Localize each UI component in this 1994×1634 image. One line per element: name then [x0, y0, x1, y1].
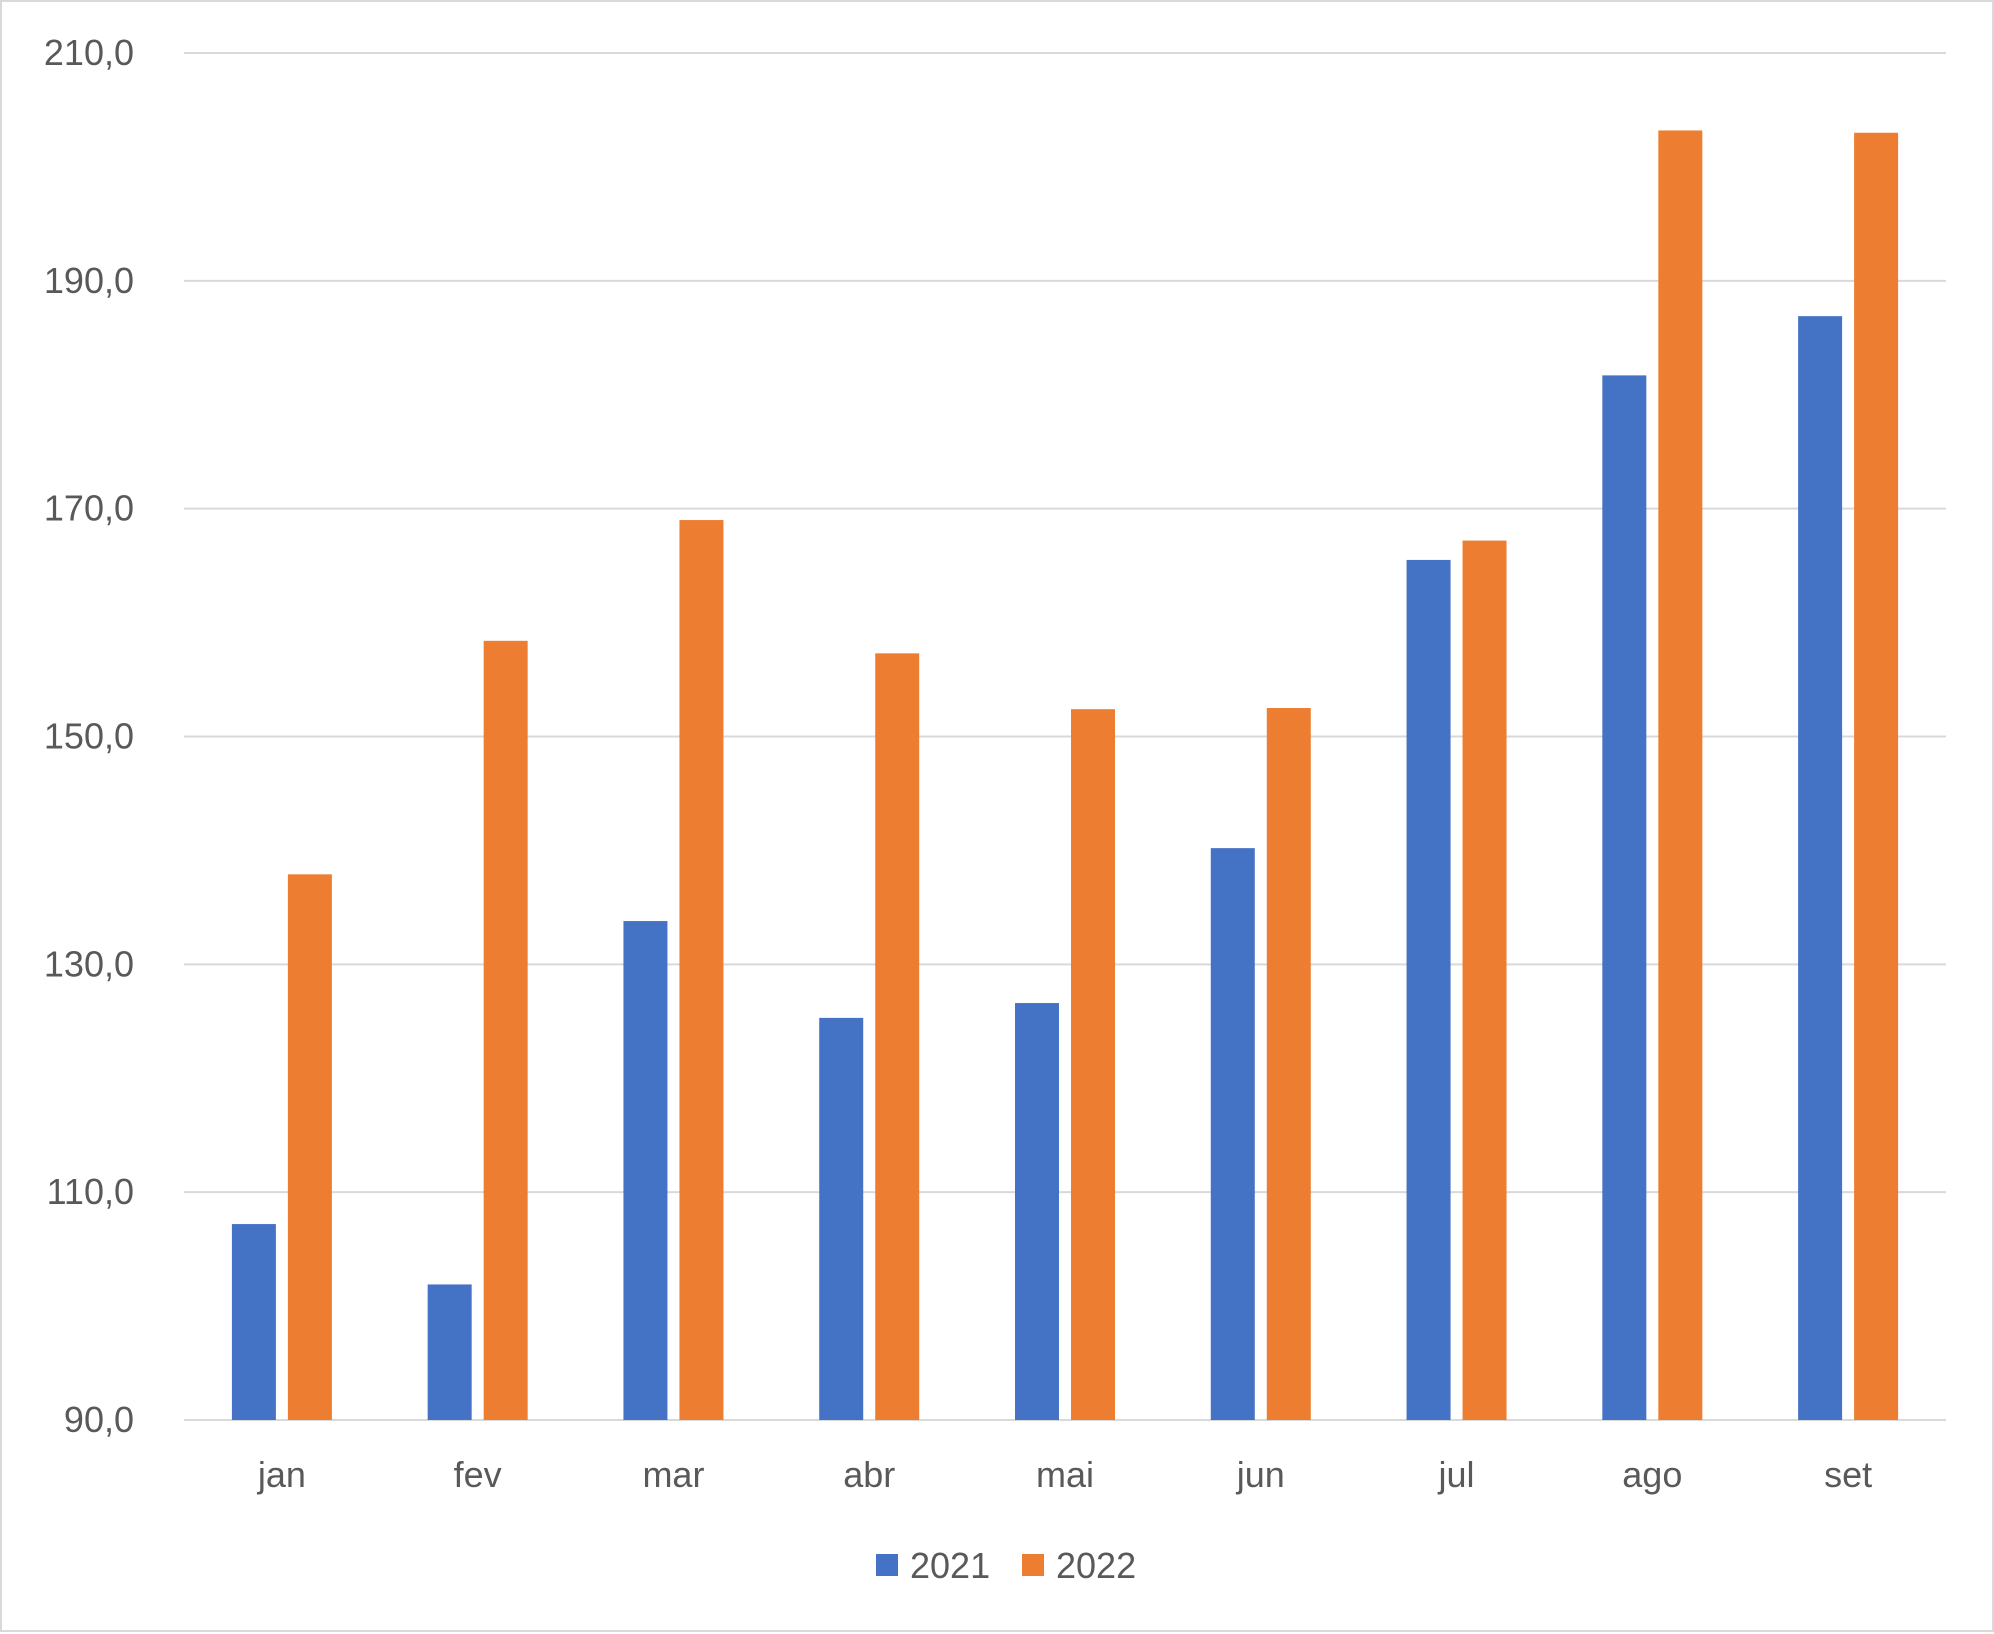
bars [231, 130, 1899, 1421]
bar-2021-set [1798, 316, 1843, 1421]
y-tick-label: 170,0 [44, 488, 134, 529]
legend-swatch-2021 [876, 1554, 898, 1576]
x-tick-label: fev [454, 1454, 502, 1495]
y-tick-label: 150,0 [44, 716, 134, 757]
bar-2021-ago [1602, 375, 1647, 1420]
bar-2021-mai [1015, 1003, 1059, 1420]
legend-label-2022: 2022 [1056, 1545, 1136, 1586]
bar-2022-jan [287, 874, 332, 1420]
bar-2022-ago [1658, 130, 1703, 1420]
bar-2021-jul [1406, 559, 1451, 1420]
y-tick-label: 190,0 [44, 260, 134, 301]
bar-2021-jan [231, 1224, 276, 1420]
legend: 2021 2022 [876, 1545, 1136, 1586]
bar-2022-abr [875, 653, 920, 1420]
bar-2022-jun [1266, 708, 1311, 1420]
legend-swatch-2022 [1022, 1554, 1044, 1576]
x-tick-label: mar [642, 1454, 704, 1495]
bar-2021-mar [623, 921, 668, 1420]
y-axis-tick-labels: 90,0 110,0 130,0 150,0 170,0 190,0 210,0 [44, 32, 134, 1440]
x-tick-label: abr [843, 1454, 895, 1495]
legend-label-2021: 2021 [910, 1545, 990, 1586]
x-tick-label: ago [1622, 1454, 1682, 1495]
x-tick-label: mai [1036, 1454, 1094, 1495]
x-tick-label: jan [257, 1454, 306, 1495]
y-tick-label: 90,0 [64, 1399, 134, 1440]
x-tick-label: set [1824, 1454, 1872, 1495]
y-tick-label: 110,0 [47, 1171, 134, 1212]
bar-2022-mar [679, 520, 724, 1420]
y-tick-label: 210,0 [44, 32, 134, 73]
bar-2022-jul [1462, 540, 1507, 1420]
x-axis-tick-labels: jan fev mar abr mai jun jul ago set [257, 1454, 1872, 1495]
bar-2021-abr [819, 1017, 864, 1420]
gridlines [184, 52, 1946, 1421]
x-tick-label: jun [1236, 1454, 1285, 1495]
bar-2021-jun [1210, 848, 1255, 1420]
bar-2022-set [1854, 132, 1899, 1420]
bar-2022-mai [1071, 709, 1115, 1420]
bar-2021-fev [427, 1284, 472, 1420]
x-tick-label: jul [1438, 1454, 1475, 1495]
bar-2022-fev [483, 640, 528, 1420]
y-tick-label: 130,0 [44, 943, 134, 984]
